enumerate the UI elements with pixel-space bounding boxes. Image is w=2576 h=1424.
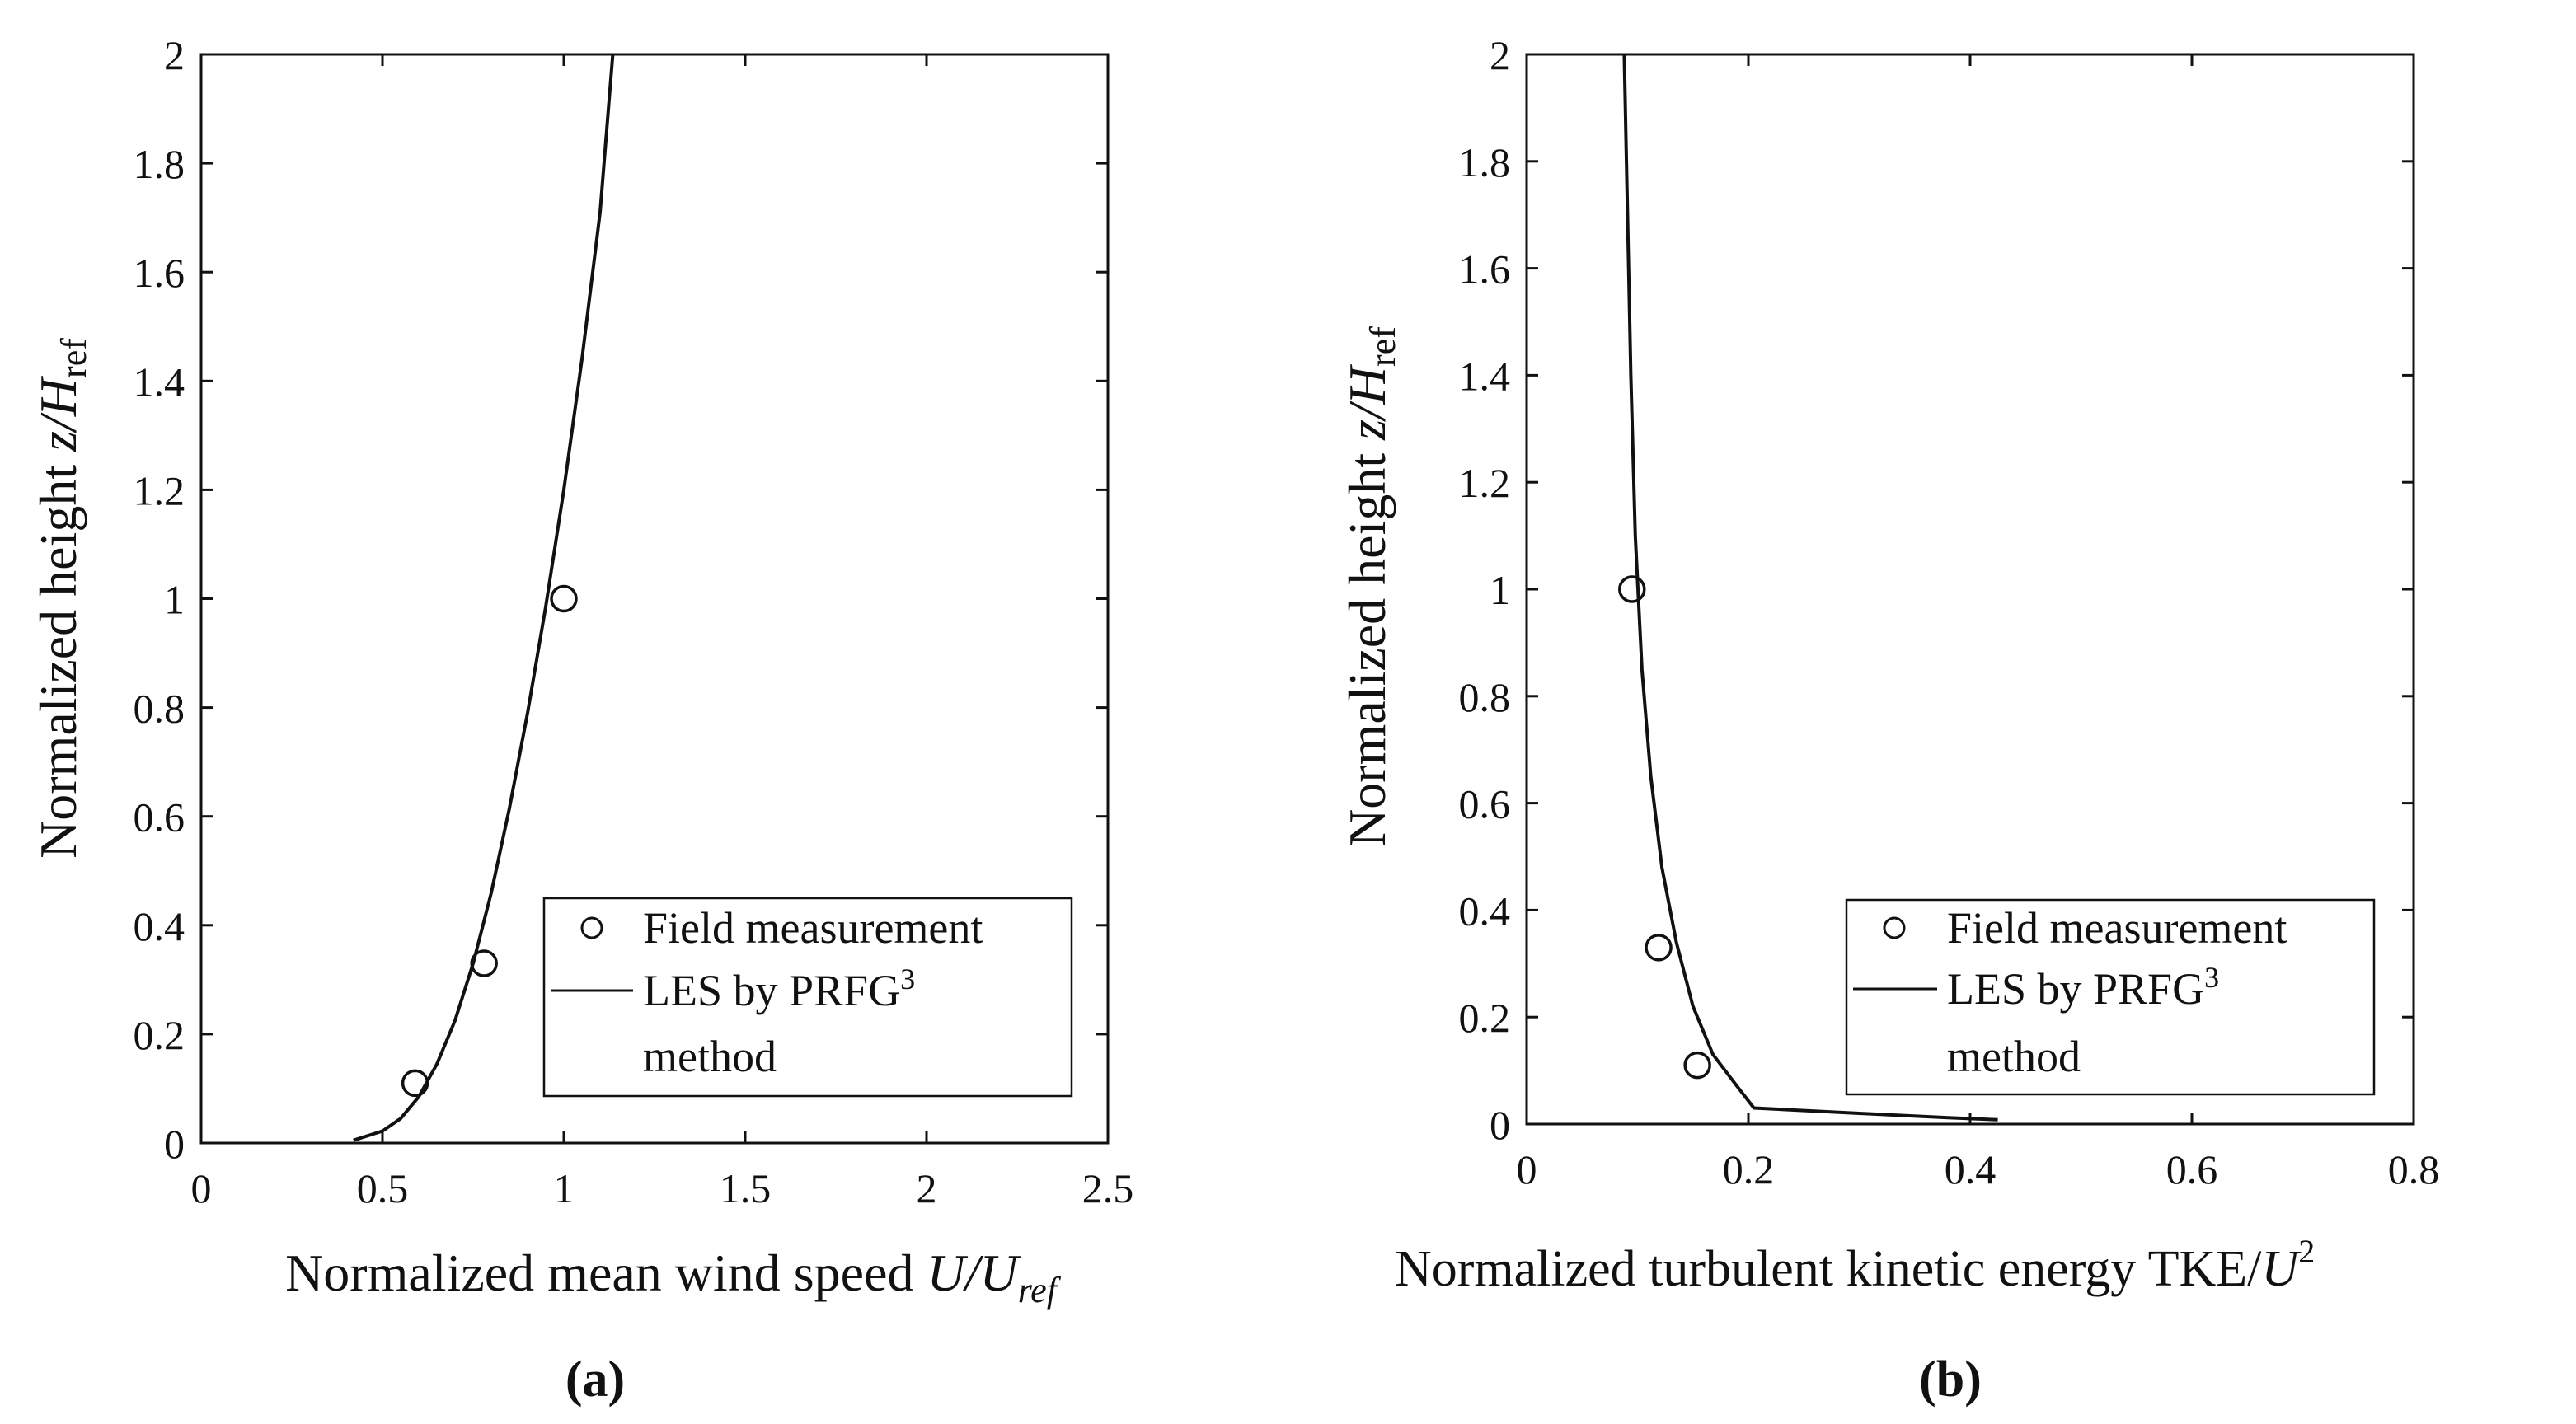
y-ticks-a: 0 0.2 0.4 0.6 0.8 1 1.2 1.4 1.6 1.8 2 [134, 32, 1108, 1167]
series-a [353, 54, 615, 1142]
x-tick-label: 0 [1517, 1146, 1537, 1192]
y-tick-label: 2 [1490, 32, 1510, 78]
y-tick-label: 0.8 [1459, 674, 1511, 720]
legend-a: Field measurement LES by PRFG3 method [542, 897, 1073, 1098]
y-tick-label: 0 [164, 1121, 185, 1167]
legend-label-les-line2-a: method [643, 1032, 777, 1081]
y-tick-label: 1 [164, 577, 185, 623]
y-axis-label-b: Normalized height z/Href [1338, 326, 1403, 847]
y-tick-label: 1.8 [1459, 139, 1511, 185]
y-axis-label-text-b: Normalized height [1338, 440, 1396, 847]
y-axis-label-sub-a: ref [54, 338, 94, 378]
x-tick-label: 2.5 [1082, 1165, 1134, 1211]
y-tick-label: 1.2 [1459, 460, 1511, 506]
legend-marker-circle-b [1883, 916, 1906, 939]
legend-label-field-a: Field measurement [643, 903, 983, 953]
y-axis-label-var-a: z/H [29, 375, 87, 452]
x-axis-label-b: Normalized turbulent kinetic energy TKE/… [1395, 1233, 2315, 1297]
y-tick-label: 0.4 [1459, 888, 1511, 934]
y-tick-label: 0 [1490, 1102, 1510, 1148]
panel-a: 0 0.2 0.4 0.6 0.8 1 1.2 1.4 1.6 1.8 2 0 0.5 1 1.5 2 2.5… [29, 32, 1133, 1408]
y-axis-label-sub-b: ref [1363, 326, 1403, 367]
x-tick-label: 0.4 [1945, 1146, 1997, 1192]
y-tick-label: 1 [1490, 567, 1510, 613]
x-ticks-b: 0 0.2 0.4 0.6 0.8 [1517, 54, 2440, 1192]
legend-label-les-main-b: LES by PRFG [1947, 964, 2204, 1014]
legend-label-les-sup-b: 3 [2204, 961, 2219, 994]
x-axis-label-tke-b: TKE/ [2148, 1241, 2263, 1297]
y-tick-label: 0.2 [1459, 995, 1511, 1041]
legend-marker-circle-a [580, 916, 603, 939]
x-tick-label: 0.5 [357, 1165, 409, 1211]
panel-caption-b: (b) [1919, 1351, 1982, 1408]
legend-b: Field measurement LES by PRFG3 method [1845, 898, 2376, 1096]
y-axis-label-a: Normalized height z/Href [29, 338, 94, 859]
panel-caption-a: (a) [565, 1351, 625, 1408]
legend-label-les-main-a: LES by PRFG [643, 966, 900, 1015]
x-axis-label-var-b: U [2261, 1241, 2302, 1297]
x-tick-label: 0 [191, 1165, 212, 1211]
legend-label-les-a: LES by PRFG3 [643, 963, 915, 1015]
y-tick-label: 1.2 [134, 467, 185, 513]
les-line [1622, 54, 1998, 1122]
x-axis-label-text-b: Normalized turbulent kinetic energy [1395, 1241, 2148, 1297]
y-tick-label: 0.6 [134, 794, 185, 841]
y-axis-label-var-b: z/H [1338, 363, 1396, 441]
x-axis-label-text-a: Normalized mean wind speed [285, 1244, 927, 1302]
y-tick-label: 1.4 [134, 358, 185, 405]
legend-label-les-b: LES by PRFG3 [1947, 961, 2219, 1014]
field-measurement-point [401, 1069, 429, 1098]
y-tick-label: 2 [164, 32, 185, 78]
y-tick-label: 1.6 [134, 250, 185, 296]
legend-label-les-sup-a: 3 [900, 963, 915, 995]
y-tick-label: 1.8 [134, 141, 185, 187]
x-axis-label-a: Normalized mean wind speed U/Uref [285, 1244, 1062, 1310]
x-ticks-a: 0 0.5 1 1.5 2 2.5 [191, 54, 1134, 1211]
y-tick-label: 0.4 [134, 903, 185, 949]
x-tick-label: 0.8 [2388, 1146, 2440, 1192]
legend-label-field-b: Field measurement [1947, 903, 2287, 953]
x-axis-label-var-a: U/U [927, 1244, 1021, 1302]
y-tick-label: 0.8 [134, 686, 185, 732]
y-tick-label: 0.6 [1459, 781, 1511, 827]
legend-box-a [542, 897, 1073, 1098]
y-tick-label: 1.4 [1459, 353, 1511, 399]
x-tick-label: 0.2 [1723, 1146, 1775, 1192]
y-axis-label-text-a: Normalized height [29, 452, 87, 859]
x-tick-label: 2 [917, 1165, 937, 1211]
y-tick-label: 1.6 [1459, 246, 1511, 293]
panel-b: 0 0.2 0.4 0.6 0.8 1 1.2 1.4 1.6 1.8 2 0 0.2 0.4 0.6 0.… [1338, 32, 2439, 1408]
field-measurement-point [550, 584, 578, 613]
x-axis-label-sub-a: ref [1018, 1270, 1062, 1310]
y-ticks-b: 0 0.2 0.4 0.6 0.8 1 1.2 1.4 1.6 1.8 2 [1459, 32, 2414, 1148]
x-tick-label: 1 [554, 1165, 575, 1211]
y-tick-label: 0.2 [134, 1012, 185, 1058]
legend-label-les-line2-b: method [1947, 1032, 2081, 1081]
series-b [1618, 54, 1998, 1122]
field-measurement-point [1618, 575, 1646, 603]
x-tick-label: 1.5 [720, 1165, 772, 1211]
les-line [353, 54, 615, 1142]
legend-box-b [1845, 898, 2376, 1096]
field-measurement-point [1683, 1051, 1711, 1080]
x-tick-label: 0.6 [2166, 1146, 2218, 1192]
field-measurement-point [1645, 934, 1673, 962]
x-axis-label-sup-b: 2 [2298, 1233, 2315, 1270]
